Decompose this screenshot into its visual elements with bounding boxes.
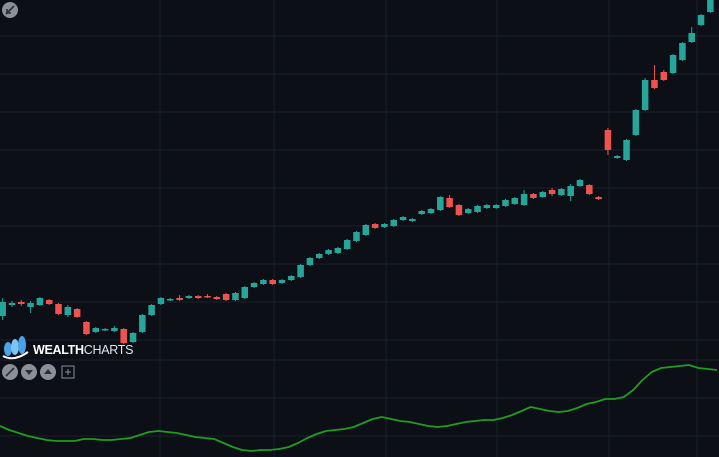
candle-body <box>288 276 295 280</box>
logo-light: CHARTS <box>84 343 133 357</box>
top-button[interactable] <box>2 2 18 18</box>
candle-body <box>604 130 612 150</box>
candle-body <box>651 80 658 88</box>
candle-body <box>409 219 416 221</box>
logo-text: WEALTHCHARTS <box>33 343 133 357</box>
add-button[interactable] <box>61 365 75 379</box>
candle-body <box>446 198 453 207</box>
candle-body <box>530 194 537 198</box>
logo-icon <box>2 336 29 360</box>
candle-body <box>492 205 500 208</box>
candle-body <box>502 200 509 206</box>
candle-body <box>595 197 602 199</box>
candle-body <box>204 296 211 298</box>
candle-body <box>437 197 444 210</box>
candle-body <box>111 328 118 331</box>
candle-body <box>185 296 193 298</box>
collapse-button[interactable] <box>2 364 18 380</box>
candle-body <box>390 220 398 226</box>
candle-body <box>455 205 463 215</box>
candle-body <box>381 224 388 227</box>
candle-body <box>306 258 314 265</box>
candle-body <box>27 303 34 307</box>
candle-body <box>483 205 491 208</box>
candle-body <box>474 206 481 212</box>
candle-body <box>260 280 267 284</box>
candle-body <box>176 298 183 300</box>
logo-bold: WEALTH <box>33 343 84 357</box>
candle-body <box>55 304 62 314</box>
candle-body <box>139 315 146 332</box>
candle-body <box>623 140 630 160</box>
candle-body <box>520 194 528 205</box>
candle-body <box>688 33 695 42</box>
candle-body <box>707 0 714 12</box>
candle-body <box>83 322 90 334</box>
candle-body <box>241 287 249 298</box>
candle-body <box>213 297 221 299</box>
candle-body <box>148 305 155 315</box>
candle-body <box>539 192 546 197</box>
candle-body <box>371 224 379 228</box>
candle-body <box>334 248 342 253</box>
candle-body <box>343 240 351 249</box>
candle-body <box>325 250 332 254</box>
logo: WEALTHCHARTS <box>2 336 133 360</box>
candle-body <box>362 225 370 235</box>
candle-body <box>101 329 109 331</box>
candle-body <box>92 328 100 332</box>
candle-body <box>697 15 705 25</box>
candle-body <box>36 298 44 305</box>
candle-body <box>120 329 127 343</box>
move-up-button[interactable] <box>40 364 56 380</box>
candle-body <box>194 296 202 298</box>
candle-body <box>222 294 230 300</box>
candle-body <box>558 189 565 195</box>
candle-body <box>278 280 286 283</box>
candle-body <box>250 283 258 287</box>
candle-body <box>511 198 519 204</box>
candle-body <box>18 302 25 304</box>
candle-body <box>669 55 677 73</box>
candle-body <box>399 217 407 220</box>
candle-body <box>73 309 81 317</box>
candle-body <box>64 307 72 315</box>
candle-body <box>8 303 16 305</box>
candle-body <box>157 298 165 304</box>
candle-body <box>297 265 304 277</box>
move-down-button[interactable] <box>21 364 37 380</box>
candle-body <box>269 280 276 284</box>
candle-body <box>679 43 686 60</box>
candle-body <box>427 209 435 213</box>
candle-body <box>45 300 53 304</box>
candle-body <box>315 254 323 258</box>
candle-body <box>464 209 472 213</box>
candle-body <box>548 190 556 194</box>
indicator-line <box>0 364 718 452</box>
candle-body <box>129 333 137 342</box>
candle-body <box>613 156 621 158</box>
candle-body <box>418 211 425 214</box>
candle-body <box>567 186 574 196</box>
candle-body <box>660 72 668 80</box>
candle-body <box>0 302 6 316</box>
candle-body <box>353 232 360 241</box>
candle-body <box>641 80 649 110</box>
candle-body <box>632 110 640 135</box>
candle-body <box>576 180 584 186</box>
candle-body <box>167 299 174 301</box>
candle-body <box>232 293 239 300</box>
candle-body <box>586 185 593 194</box>
pane-controls <box>2 364 75 380</box>
